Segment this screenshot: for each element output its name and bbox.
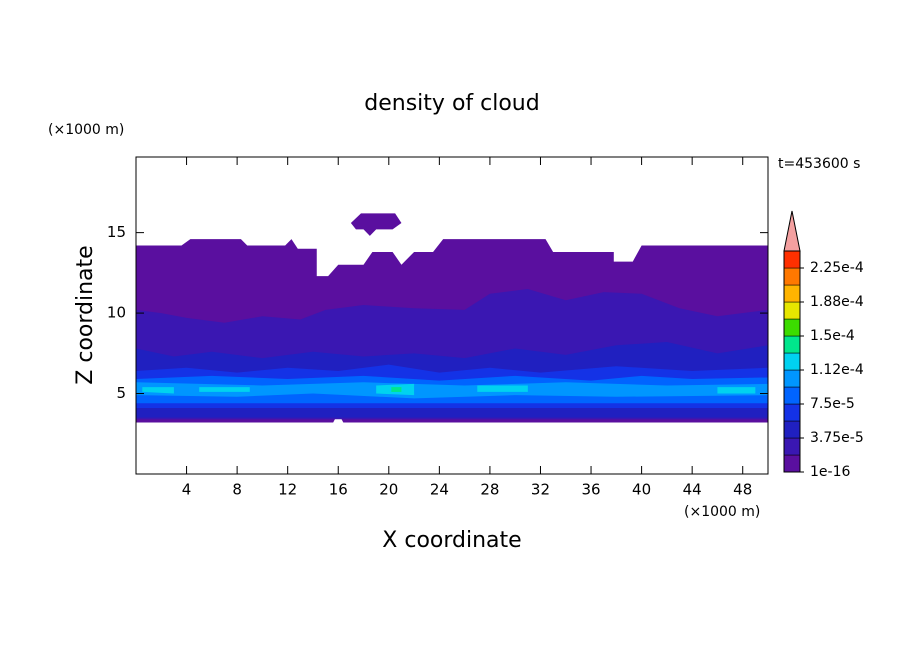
x-tick-label: 12 — [278, 481, 297, 499]
contour-region — [391, 387, 402, 392]
colorbar-frame — [783, 250, 801, 473]
colorbar-tick-label: 7.5e-5 — [810, 396, 855, 412]
colorbar-tick-label: 3.75e-5 — [810, 430, 864, 446]
colorbar-band — [783, 250, 801, 269]
colorbar-tick-label: 1.12e-4 — [810, 362, 864, 378]
colorbar-band — [783, 420, 801, 439]
colorbar-band — [783, 301, 801, 320]
y-tick-label: 10 — [107, 304, 126, 322]
colorbar-band — [783, 386, 801, 405]
x-tick-label: 20 — [379, 481, 398, 499]
colorbar-extension — [783, 210, 801, 252]
contour-region — [136, 382, 768, 399]
x-tick-label: 28 — [480, 481, 499, 499]
colorbar-band — [783, 267, 801, 286]
x-tick-label: 40 — [632, 481, 651, 499]
colorbar-band — [783, 437, 801, 456]
colorbar-band — [783, 284, 801, 303]
colorbar-band — [783, 352, 801, 371]
x-tick-label: 8 — [232, 481, 242, 499]
x-tick-label: 4 — [182, 481, 192, 499]
contour-region — [717, 387, 756, 394]
colorbar-band — [783, 318, 801, 337]
y-tick-label: 5 — [116, 384, 126, 402]
contour-region — [199, 387, 250, 392]
x-tick-label: 48 — [733, 481, 752, 499]
colorbar-tick-label: 1e-16 — [810, 464, 850, 480]
x-axis-label: X coordinate — [382, 528, 521, 553]
x-tick-label: 44 — [683, 481, 702, 499]
colorbar-tick-label: 1.5e-4 — [810, 328, 855, 344]
x-tick-label: 36 — [581, 481, 600, 499]
x-tick-label: 16 — [329, 481, 348, 499]
contour-region — [350, 213, 402, 236]
y-unit: (×1000 m) — [48, 122, 124, 138]
x-unit: (×1000 m) — [684, 504, 760, 520]
colorbar-band — [783, 369, 801, 388]
x-tick-label: 32 — [531, 481, 550, 499]
colorbar-tick-label: 1.88e-4 — [810, 294, 864, 310]
y-tick-label: 15 — [107, 223, 126, 241]
y-axis-label: Z coordinate — [73, 245, 98, 384]
contour-region — [142, 387, 174, 394]
colorbar-band — [783, 335, 801, 354]
time-label: t=453600 s — [778, 156, 860, 172]
contour-region — [477, 385, 528, 392]
colorbar-band — [783, 454, 801, 473]
chart-title: density of cloud — [364, 91, 539, 116]
plot-frame — [135, 156, 769, 475]
x-tick-label: 24 — [430, 481, 449, 499]
colorbar-tick-label: 2.25e-4 — [810, 260, 864, 276]
colorbar-band — [783, 403, 801, 422]
